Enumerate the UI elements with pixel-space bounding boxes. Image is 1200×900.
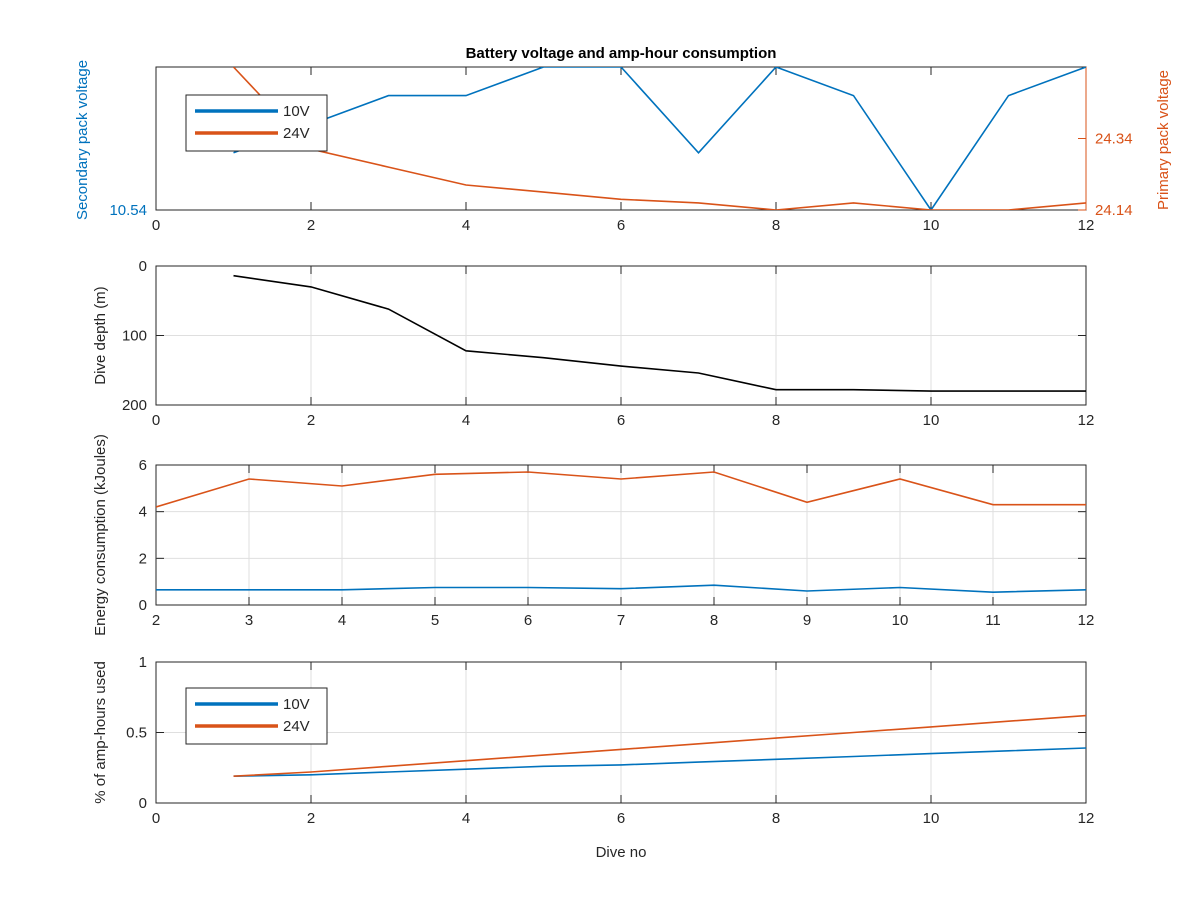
y-right-tick-label: 24.14 [1095, 202, 1133, 219]
x-tick-label: 11 [985, 612, 1001, 629]
legend-label-24v: 24V [283, 718, 310, 735]
y-tick-label: 0 [139, 258, 147, 275]
x-tick-label: 10 [892, 612, 909, 629]
x-tick-label: 12 [1078, 412, 1095, 429]
x-tick-label: 5 [431, 612, 439, 629]
chart-title: Battery voltage and amp-hour consumption [466, 45, 777, 62]
series-line-1 [156, 584, 1086, 594]
series-line-24v [233, 714, 1086, 777]
series-line-10v [233, 747, 1086, 777]
series-line-2 [156, 471, 1086, 508]
series-line-10v [233, 67, 1086, 210]
y-tick-label: 1 [139, 654, 147, 671]
x-tick-label: 12 [1078, 810, 1095, 827]
x-tick-label: 2 [307, 412, 315, 429]
x-tick-label: 6 [617, 810, 625, 827]
y-tick-label: 0.5 [126, 725, 147, 742]
x-tick-label: 6 [617, 412, 625, 429]
x-tick-label: 8 [772, 810, 780, 827]
subplot-1: 0 2 4 6 8 10 12 10.54 24.14 24.34 Battery voltage … [74, 45, 1172, 234]
y-right-axis-label: Primary pack voltage [1155, 70, 1172, 210]
subplot-4: 0 2 4 6 8 10 12 0 0.5 1 % of amp-hours used Dive no… [92, 654, 1094, 861]
y-right-tick-label: 24.34 [1095, 131, 1133, 148]
x-axis-label: Dive no [596, 844, 647, 861]
series-line-24v [232, 67, 1086, 210]
x-tick-label: 0 [152, 217, 160, 234]
x-tick-label: 10 [923, 810, 940, 827]
legend-label-10v: 10V [283, 103, 310, 120]
x-tick-label: 6 [617, 217, 625, 234]
subplot-2: 0 2 4 6 8 10 12 0 100 200 Dive depth (m) [92, 258, 1094, 429]
x-tick-label: 7 [617, 612, 625, 629]
x-tick-label: 8 [772, 412, 780, 429]
x-tick-label: 6 [524, 612, 532, 629]
x-tick-label: 4 [462, 810, 470, 827]
x-tick-label: 4 [462, 412, 470, 429]
legend-box [185, 687, 328, 745]
y-tick-label: 10.54 [109, 202, 147, 219]
x-tick-label: 0 [152, 412, 160, 429]
x-tick-label: 12 [1078, 612, 1095, 629]
y-axis-label: % of amp-hours used [92, 661, 109, 804]
y-tick-label: 100 [122, 328, 147, 345]
x-tick-label: 8 [710, 612, 718, 629]
x-tick-label: 12 [1078, 217, 1095, 234]
y-axis-label: Dive depth (m) [92, 286, 109, 384]
y-axis-label: Energy consumption (kJoules) [92, 434, 109, 636]
legend-box [185, 94, 328, 152]
series-line-1 [233, 274, 1086, 392]
x-tick-label: 0 [152, 810, 160, 827]
y-tick-label: 200 [122, 397, 147, 414]
legend-label-10v: 10V [283, 696, 310, 713]
y-tick-label: 0 [139, 597, 147, 614]
y-tick-label: 0 [139, 795, 147, 812]
x-tick-label: 3 [245, 612, 253, 629]
y-tick-label: 2 [139, 550, 147, 567]
x-tick-label: 2 [307, 217, 315, 234]
x-tick-label: 10 [923, 217, 940, 234]
x-tick-label: 4 [462, 217, 470, 234]
x-tick-label: 2 [307, 810, 315, 827]
y-tick-label: 6 [139, 457, 147, 474]
x-tick-label: 4 [338, 612, 346, 629]
x-tick-label: 8 [772, 217, 780, 234]
x-tick-label: 9 [803, 612, 811, 629]
x-tick-label: 2 [152, 612, 160, 629]
legend-label-24v: 24V [283, 125, 310, 142]
y-tick-label: 4 [139, 504, 147, 521]
x-tick-label: 10 [923, 412, 940, 429]
y-axis-label: Secondary pack voltage [74, 60, 91, 220]
